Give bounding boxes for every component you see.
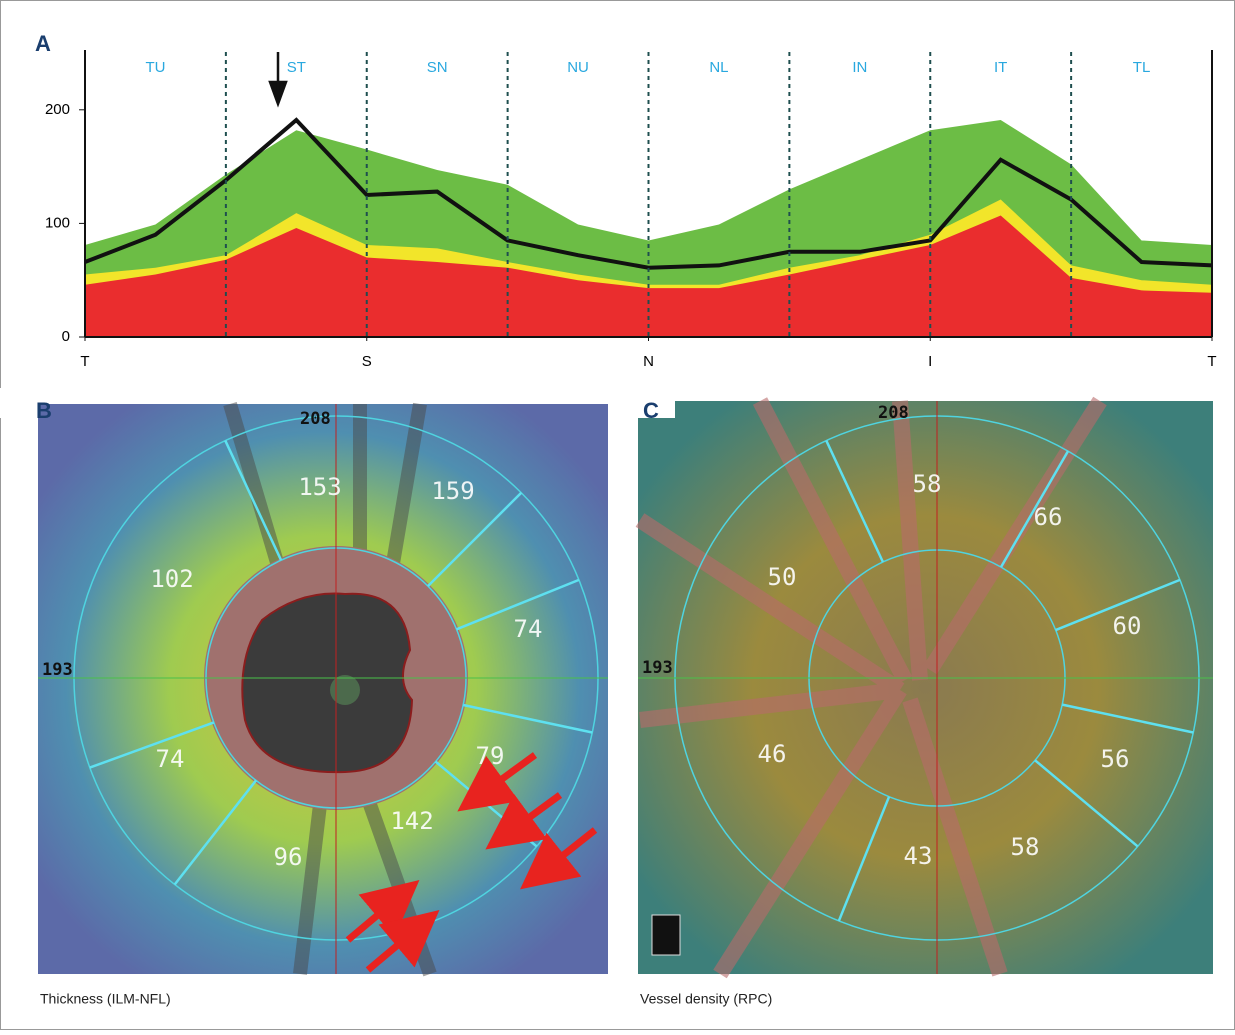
sector-value: 58 — [1011, 833, 1040, 861]
x-tick-label: N — [643, 353, 654, 370]
sector-label: ST — [287, 59, 306, 76]
cup — [330, 675, 360, 705]
sector-label: NL — [709, 59, 728, 76]
sector-label: IN — [852, 59, 867, 76]
sector-label: TL — [1133, 59, 1151, 76]
y-tick-label: 0 — [62, 328, 70, 345]
sector-value: 46 — [758, 740, 787, 768]
sector-value: 66 — [1034, 503, 1063, 531]
ref-top: 208 — [300, 409, 331, 429]
sector-label: TU — [145, 59, 165, 76]
sector-value: 74 — [156, 745, 185, 773]
figure: TUSTSNNUNLINITTL0100200TSNIT A 208 193 1… — [0, 0, 1235, 1030]
ref-left: 193 — [42, 660, 73, 680]
sector-label: IT — [994, 59, 1007, 76]
panel-label: B — [36, 398, 52, 423]
sector-value: 96 — [274, 843, 303, 871]
sector-value: 142 — [390, 807, 433, 835]
sector-value: 56 — [1101, 745, 1130, 773]
x-tick-label: I — [928, 353, 932, 370]
x-tick-label: T — [80, 353, 89, 370]
sector-value: 159 — [431, 477, 474, 505]
sector-value: 50 — [768, 563, 797, 591]
x-tick-label: T — [1207, 353, 1216, 370]
sector-value: 74 — [514, 615, 543, 643]
caption: Thickness (ILM-NFL) — [40, 991, 171, 1007]
x-tick-label: S — [362, 353, 372, 370]
y-tick-label: 200 — [45, 101, 70, 118]
panel-label: C — [643, 398, 659, 423]
sector-label: SN — [427, 59, 448, 76]
sector-value: 153 — [298, 473, 341, 501]
sector-label: NU — [567, 59, 589, 76]
panel-label: A — [35, 31, 51, 56]
sector-value: 43 — [904, 842, 933, 870]
sector-value: 58 — [913, 470, 942, 498]
y-tick-label: 100 — [45, 214, 70, 231]
ref-top: 208 — [878, 403, 909, 423]
caption: Vessel density (RPC) — [640, 991, 772, 1007]
disc — [242, 594, 412, 773]
ref-left: 193 — [642, 658, 673, 678]
icon — [652, 915, 680, 955]
sector-value: 79 — [476, 742, 505, 770]
sector-value: 60 — [1113, 612, 1142, 640]
sector-value: 102 — [150, 565, 193, 593]
